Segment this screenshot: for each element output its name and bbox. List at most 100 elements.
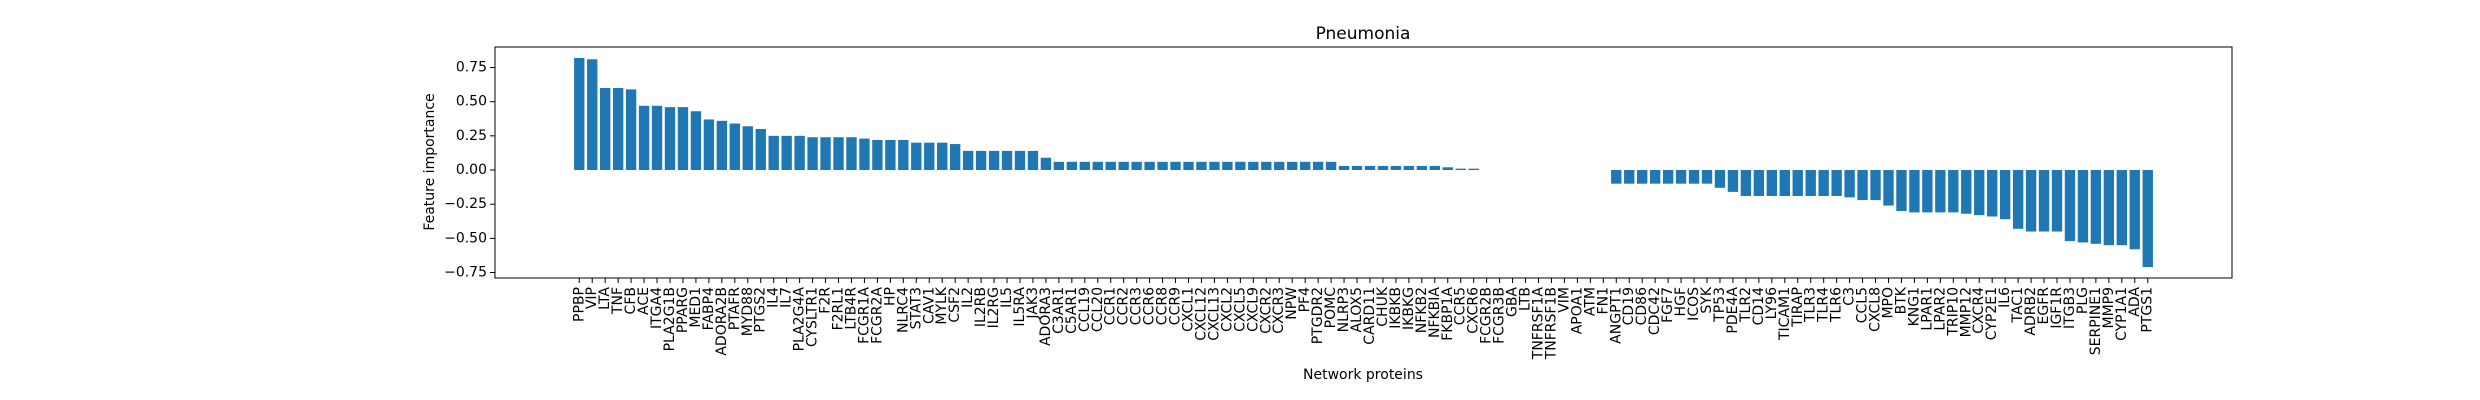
bar [1455, 168, 1466, 171]
chart-title: Pneumonia [1316, 24, 1411, 44]
bar [2012, 170, 2024, 229]
x-tick-label: FCGR2B [1479, 287, 1495, 344]
y-tick-label: −0.50 [444, 230, 487, 246]
bar [2090, 170, 2102, 244]
x-tick-label: IGF1R [2049, 287, 2065, 329]
x-tick-label: FKBP1A [1440, 287, 1456, 341]
bar [1092, 161, 1103, 171]
x-tick-label: LTB [1518, 287, 1534, 311]
x-tick-label: CCR2 [1116, 287, 1132, 325]
x-tick-label: TNFRSF1B [1543, 287, 1559, 360]
bar [587, 59, 598, 171]
y-tick-label: −0.25 [444, 196, 487, 212]
x-tick-label: TIRAP [1790, 287, 1806, 328]
bar [703, 119, 715, 171]
x-tick-label: FABP4 [701, 287, 717, 330]
x-tick-label: CDC42 [1647, 287, 1663, 335]
x-tick-label: CCL5 [1855, 287, 1871, 323]
bar [1157, 161, 1168, 171]
x-tick-label: F2RL1 [831, 287, 847, 330]
x-tick-label: C3 [1842, 287, 1858, 306]
bar [1066, 161, 1078, 171]
bar [1468, 168, 1479, 171]
bar [1364, 165, 1376, 171]
bar [1040, 157, 1052, 171]
x-tick-label: SYK [1699, 286, 1715, 313]
x-tick-label: VIP [584, 287, 600, 309]
x-tick-label: IL5 [999, 287, 1015, 308]
x-tick-label: STAT3 [908, 287, 924, 329]
bar [1287, 161, 1298, 171]
bar [1235, 161, 1246, 171]
x-tick-label: FCGR3B [1492, 287, 1508, 344]
x-tick-label: CD19 [1621, 287, 1637, 325]
bar [859, 138, 870, 171]
x-tick-label: PTGDR2 [1310, 287, 1326, 344]
bar [1196, 161, 1207, 171]
bar [1183, 161, 1194, 171]
x-tick-label: POMC [1323, 287, 1339, 329]
bar [924, 142, 935, 171]
bar [1935, 170, 1946, 213]
x-tick-label: CFB [623, 287, 639, 314]
bar [2025, 170, 2037, 232]
x-tick-label: TLR6 [1829, 287, 1845, 323]
bar [1105, 161, 1116, 171]
x-tick-label: NFKBIA [1427, 287, 1443, 338]
x-tick-label: CXCL12 [1193, 287, 1209, 341]
x-tick-label: ANGPT1 [1608, 287, 1624, 344]
x-tick-label: IL2RB [973, 287, 989, 327]
plot-frame [494, 46, 2233, 279]
bar [1857, 170, 1868, 201]
bar [768, 135, 779, 171]
x-tick-label: TLR2 [1738, 287, 1754, 323]
x-tick-label: CYP1A1 [2114, 287, 2130, 341]
x-tick-label: FCGR1A [856, 287, 872, 344]
x-tick-label: CXCL1 [1181, 287, 1197, 332]
x-tick-label: IL5RA [1012, 287, 1028, 327]
x-tick-label: ICOS [1686, 287, 1702, 321]
bar [794, 135, 805, 171]
y-tick-label: −0.75 [444, 265, 487, 281]
bar [807, 137, 818, 171]
bar [1222, 161, 1233, 171]
x-tick-label: CD86 [1634, 287, 1650, 325]
bar [781, 135, 792, 171]
bar [1922, 170, 1933, 213]
bar [1429, 165, 1440, 171]
bar [2142, 170, 2153, 268]
bar [2116, 170, 2128, 246]
x-tick-label: CXCR6 [1466, 287, 1482, 334]
x-tick-label: MYLK [934, 286, 950, 324]
bar [742, 126, 753, 171]
x-tick-label: CXCL5 [1232, 287, 1248, 332]
x-tick-label: ACE [636, 287, 652, 315]
bar [1870, 170, 1881, 201]
x-tick-label: IL6 [1997, 287, 2013, 308]
x-tick-label: LY96 [1764, 287, 1780, 319]
x-tick-label: ALOX5 [1349, 287, 1365, 333]
bar [574, 57, 585, 171]
x-tick-label: PTGS1 [2140, 287, 2156, 333]
bar [1883, 170, 1894, 206]
x-tick-label: MPO [1880, 287, 1896, 319]
bar [1649, 170, 1661, 184]
bar [1170, 161, 1181, 171]
x-tick-label: FCGR2A [869, 287, 885, 344]
bar [1027, 150, 1039, 171]
bar [1351, 165, 1363, 171]
x-tick-label: NPW [1284, 287, 1300, 320]
bar [975, 150, 987, 171]
x-tick-label: HGF [1673, 287, 1689, 316]
x-tick-label: CCR9 [1168, 287, 1184, 325]
x-tick-label: GBA [1505, 287, 1521, 317]
x-tick-label: LPAR2 [1932, 287, 1948, 331]
bar [1818, 170, 1829, 196]
x-tick-label: C5AR1 [1064, 287, 1080, 334]
bar [1299, 161, 1311, 171]
x-tick-label: FN1 [1595, 287, 1611, 314]
bar [1053, 161, 1065, 171]
y-tick-label: 0.00 [456, 162, 487, 178]
bar [1001, 150, 1013, 171]
